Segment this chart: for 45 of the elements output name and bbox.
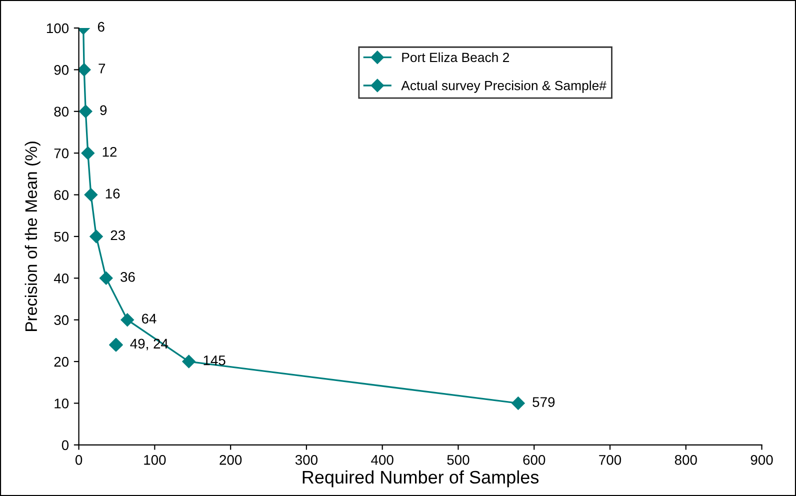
y-tick-label: 10	[54, 398, 69, 408]
x-tick-label: 0	[75, 455, 82, 465]
legend-label: Port Eliza Beach 2	[402, 52, 510, 62]
annotation: 579	[532, 397, 555, 407]
y-tick-label: 90	[54, 65, 69, 75]
x-tick-label: 900	[750, 455, 773, 465]
point	[120, 313, 134, 326]
legend-label: Actual survey Precision & Sample#	[401, 80, 606, 93]
point	[512, 396, 525, 410]
point	[84, 188, 98, 202]
point	[78, 63, 91, 76]
x-tick-label: 200	[220, 455, 242, 465]
x-tick-label: 600	[523, 455, 546, 465]
y-axis-title: Precision of the Mean (%)	[24, 142, 40, 331]
annotation: 7	[98, 64, 106, 74]
x-tick-label: 500	[447, 455, 470, 465]
y-tick-label: 0	[62, 440, 69, 450]
x-tick-label: 100	[144, 455, 166, 465]
y-tick-label: 40	[54, 273, 69, 284]
y-tick-label: 100	[46, 23, 69, 34]
x-tick-label: 400	[371, 455, 394, 465]
y-tick-label: 30	[54, 315, 69, 326]
annotation: 6	[98, 22, 104, 32]
y-tick-label: 20	[54, 356, 69, 367]
annotation: 12	[102, 146, 117, 157]
annotation: 16	[106, 188, 120, 199]
point	[182, 354, 196, 368]
y-tick-label: 70	[54, 148, 69, 158]
x-axis-title: Required Number of Samples	[302, 470, 539, 488]
y-tick-label: 60	[54, 190, 69, 200]
annotation: 145	[204, 356, 226, 366]
point	[81, 146, 94, 160]
y-tick-label: 50	[54, 232, 69, 242]
annotation: 36	[120, 272, 135, 282]
y-tick-label: 80	[54, 106, 69, 117]
x-tick-label: 700	[599, 455, 622, 465]
annotation: 9	[100, 105, 107, 116]
x-tick-label: 800	[674, 455, 697, 465]
point	[79, 104, 92, 118]
point	[90, 230, 103, 244]
x-tick-label: 300	[295, 455, 318, 465]
annotation: 64	[142, 314, 156, 324]
point	[109, 338, 123, 352]
point	[100, 272, 113, 285]
annotation: 23	[110, 230, 125, 240]
